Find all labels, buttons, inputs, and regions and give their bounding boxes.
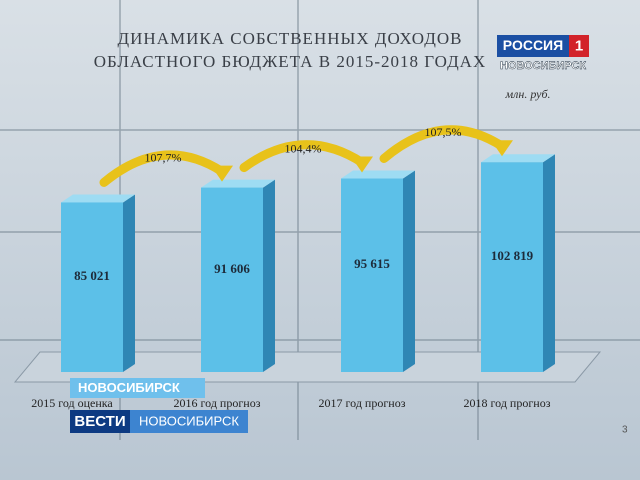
growth-arrow — [239, 140, 367, 173]
x-tick-label: 2017 год прогноз — [319, 396, 406, 410]
program-region-box — [130, 410, 248, 433]
value-label: 85 021 — [74, 268, 110, 283]
bar-top — [201, 179, 275, 188]
bar-side — [123, 194, 135, 372]
logo-region: НОВОСИБИРСК — [500, 60, 586, 72]
bar-side — [263, 179, 275, 372]
slide-number: 3 — [622, 425, 628, 436]
value-label: 102 819 — [491, 248, 534, 263]
growth-label: 107,7% — [145, 150, 182, 164]
lower-third: НОВОСИБИРСК ВЕСТИ НОВОСИБИРСК — [70, 378, 248, 433]
growth-label: 104,4% — [285, 141, 322, 155]
chart: 85 021 2015 год оценка 91 606 2016 год прог… — [31, 125, 555, 410]
value-label: 91 606 — [214, 261, 250, 276]
program-region-text: НОВОСИБИРСК — [139, 413, 239, 428]
growth-arrow-head — [351, 156, 373, 173]
growth-arrow-head — [491, 140, 513, 157]
growth-label: 107,5% — [425, 125, 462, 139]
bar-top — [341, 170, 415, 179]
channel-logo: РОССИЯ 1 НОВОСИБИРСК — [497, 35, 589, 72]
growth-arrow — [379, 125, 507, 164]
bar — [61, 202, 123, 372]
bar-top — [481, 154, 555, 163]
chart-title: ДИНАМИКА СОБСТВЕННЫХ ДОХОДОВ — [118, 29, 463, 48]
bar-top — [61, 194, 135, 203]
logo-number: 1 — [575, 37, 583, 54]
x-tick-label: 2018 год прогноз — [464, 396, 551, 410]
logo-box — [497, 35, 569, 57]
logo-number-box — [569, 35, 589, 57]
x-tick-label: 2015 год оценка — [31, 396, 113, 410]
chart-title: ОБЛАСТНОГО БЮДЖЕТА В 2015-2018 ГОДАХ — [94, 52, 487, 71]
bar — [341, 178, 403, 372]
bar-side — [403, 170, 415, 372]
program-box — [70, 410, 130, 433]
bar — [201, 187, 263, 372]
logo-text: РОССИЯ — [503, 37, 563, 53]
growth-arrow-head — [211, 165, 233, 182]
bar-side — [543, 154, 555, 372]
value-label: 95 615 — [354, 256, 390, 271]
bar — [481, 162, 543, 372]
program-text: ВЕСТИ — [74, 413, 125, 430]
location-box — [70, 378, 205, 398]
location-text: НОВОСИБИРСК — [78, 380, 180, 395]
unit-label: млн. руб. — [504, 87, 550, 101]
growth-arrow — [99, 150, 227, 187]
x-tick-label: 2016 год прогноз — [174, 396, 261, 410]
